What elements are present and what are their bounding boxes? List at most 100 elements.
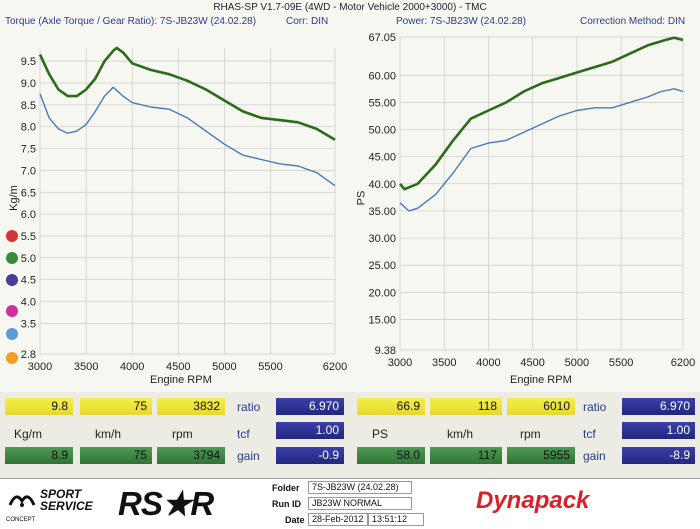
lightblue-color-dot (6, 328, 18, 340)
power-x-axis-label: Engine RPM (510, 374, 572, 386)
tcf-label-left: tcf (237, 427, 250, 441)
folder-label: Folder (272, 483, 300, 493)
power-y-tick-label: 40.00 (368, 179, 396, 191)
power-alt-rpm: 5955 (507, 447, 575, 464)
unit-kmh-label-right: km/h (447, 427, 474, 441)
footer: SPORT SERVICE CONCEPT RS★R Folder 7S-JB2… (0, 478, 700, 529)
unit-kgm-label: Kg/m (14, 427, 43, 441)
torque-y-tick-label: 6.0 (21, 209, 36, 221)
torque-alt-speed: 75 (80, 447, 152, 464)
power-y-tick-label: 67.05 (368, 32, 396, 44)
power-y-tick-label: 15.00 (368, 314, 396, 326)
unit-rpm-label-left: rpm (172, 427, 193, 441)
torque-alt-value: 8.9 (5, 447, 73, 464)
torque-chart-title: Torque (Axle Torque / Gear Ratio): 7S-JB… (5, 16, 257, 27)
rsr-logo: RS★R (118, 485, 214, 522)
torque-y-tick-label: 4.5 (21, 275, 36, 287)
torque-y-tick-label: 6.5 (21, 187, 36, 199)
power-max-rpm: 6010 (507, 398, 575, 415)
folder-value: 7S-JB23W (24.02.28) (308, 481, 412, 494)
torque-x-tick-label: 4000 (120, 361, 144, 373)
power-corr-label: Correction Method: DIN (580, 16, 686, 27)
torque-y-tick-label: 7.5 (21, 144, 36, 156)
torque-series-alt-line (39, 86, 336, 187)
torque-max-speed: 75 (80, 398, 152, 415)
dynapack-logo: Dynapack (476, 487, 590, 514)
torque-x-tick-label: 6200 (323, 361, 347, 373)
power-x-tick-label: 5500 (609, 357, 633, 369)
power-x-tick-label: 3000 (388, 357, 412, 369)
tcf-value-right: 1.00 (622, 422, 695, 439)
ratio-value-right: 6.970 (622, 398, 695, 415)
results-table: 9.8 75 3832 ratio 6.970 Kg/m km/h rpm tc… (0, 392, 700, 478)
power-y-tick-label: 20.00 (368, 287, 396, 299)
power-y-tick-label: 55.00 (368, 97, 396, 109)
torque-alt-rpm: 3794 (157, 447, 225, 464)
torque-x-tick-label: 3000 (28, 361, 52, 373)
gain-value-right: -8.9 (622, 447, 695, 464)
torque-x-tick-label: 5000 (212, 361, 236, 373)
power-y-tick-label: 30.00 (368, 233, 396, 245)
torque-y-tick-label: 5.0 (21, 253, 36, 265)
power-y-tick-label: 50.00 (368, 125, 396, 137)
torque-y-tick-label: 3.5 (21, 318, 36, 330)
power-y-axis-label: PS (355, 190, 368, 206)
power-series-main-line (398, 36, 684, 191)
torque-x-tick-label: 4500 (166, 361, 190, 373)
torque-y-tick-label: 9.5 (21, 56, 36, 68)
torque-x-tick-label: 5500 (258, 361, 282, 373)
date-value: 28-Feb-2012 (308, 513, 368, 526)
sport-service-logo-icon (8, 489, 36, 509)
power-max-speed: 118 (430, 398, 502, 415)
power-max-value: 66.9 (357, 398, 425, 415)
power-x-tick-label: 4500 (520, 357, 544, 369)
gain-label-left: gain (237, 449, 260, 463)
power-alt-value: 58.0 (357, 447, 425, 464)
unit-kmh-label-left: km/h (95, 427, 122, 441)
power-x-tick-label: 4000 (476, 357, 500, 369)
power-y-tick-label: 45.00 (368, 152, 396, 164)
power-y-tick-label: 9.38 (375, 345, 396, 357)
gain-label-right: gain (583, 449, 606, 463)
brand-sport-text: SPORT (40, 487, 82, 501)
tcf-value-left: 1.00 (276, 422, 344, 439)
torque-max-rpm: 3832 (157, 398, 225, 415)
runid-label: Run ID (272, 499, 301, 509)
ratio-label-left: ratio (237, 400, 261, 414)
brand-service-text: SERVICE (40, 499, 93, 513)
orange-color-dot (6, 352, 18, 364)
torque-series-main-line (38, 46, 336, 141)
torque-y-tick-label: 4.0 (21, 297, 36, 309)
purple-color-dot (6, 274, 18, 286)
power-y-tick-label: 60.00 (368, 70, 396, 82)
torque-x-tick-label: 3500 (74, 361, 98, 373)
torque-y-tick-label: 7.0 (21, 165, 36, 177)
time-value: 13:51:12 (368, 513, 424, 526)
power-x-tick-label: 6200 (671, 357, 695, 369)
power-y-tick-label: 35.00 (368, 206, 396, 218)
torque-max-value: 9.8 (5, 398, 73, 415)
report-title: RHAS-SP V1.7-09E (4WD - Motor Vehicle 20… (213, 2, 487, 13)
torque-y-tick-label: 8.0 (21, 122, 36, 134)
torque-y-tick-label: 2.8 (21, 349, 36, 361)
unit-rpm-label-right: rpm (520, 427, 541, 441)
ratio-label-right: ratio (583, 400, 607, 414)
magenta-color-dot (6, 305, 18, 317)
torque-corr-label: Corr: DIN (286, 16, 329, 27)
tcf-label-right: tcf (583, 427, 596, 441)
runid-value: JB23W NORMAL (308, 497, 412, 510)
power-y-tick-label: 25.00 (368, 260, 396, 272)
torque-x-axis-label: Engine RPM (150, 374, 212, 386)
green-color-dot (6, 252, 18, 264)
torque-y-tick-label: 8.5 (21, 100, 36, 112)
torque-y-axis-label: Kg/m (7, 185, 20, 211)
sport-service-brand: SPORT SERVICE (40, 488, 93, 512)
gain-value-left: -0.9 (276, 447, 344, 464)
brand-concept-text: CONCEPT (6, 517, 36, 523)
torque-y-tick-label: 5.5 (21, 231, 36, 243)
date-label: Date (285, 515, 305, 525)
dyno-charts: 2.8 3.5 4.0 4.5 5.0 5.5 6.0 6.5 7.0 7.5 8.0 8.5 9.0 9… (21, 32, 696, 373)
power-series-alt-line (399, 88, 684, 212)
power-x-tick-label: 5000 (565, 357, 589, 369)
torque-y-tick-label: 9.0 (21, 78, 36, 90)
